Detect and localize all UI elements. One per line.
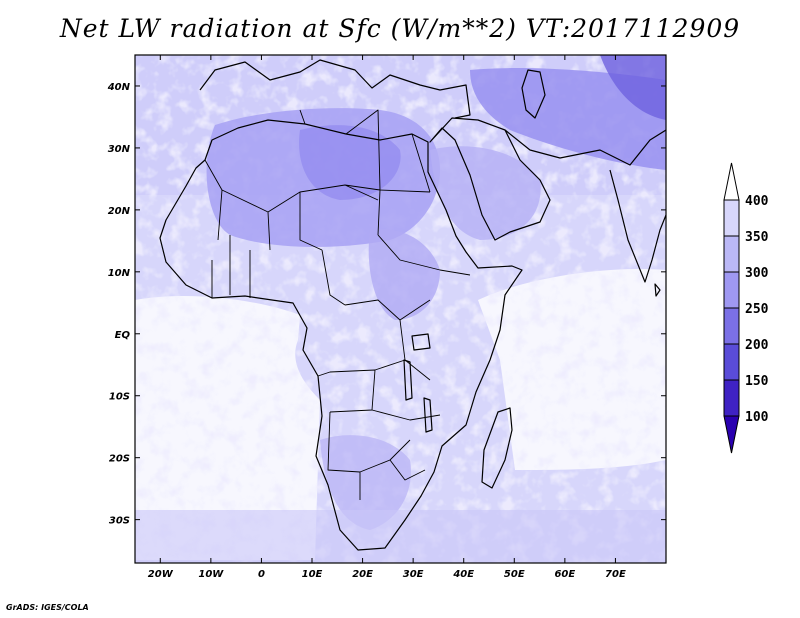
radiation-field	[135, 55, 666, 563]
field-central-asia	[600, 55, 666, 120]
field-arabia	[430, 146, 541, 240]
x-tick-label: 70E	[605, 569, 626, 580]
y-tick-label: 30N	[108, 144, 131, 155]
x-tick-label: 10E	[302, 569, 323, 580]
colorbar-label: 200	[745, 338, 769, 353]
arabia-coastline	[429, 117, 551, 241]
coastlines	[159, 59, 666, 551]
colorbar-lower-triangle	[723, 415, 740, 454]
iran-coastline	[504, 129, 666, 166]
madagascar	[481, 407, 513, 489]
x-tick-label: 60E	[554, 569, 575, 580]
x-tick-label: 30E	[403, 569, 424, 580]
x-axis: 20W 10W 0 10E 20E 30E 40E 50E 60E 70E	[148, 55, 626, 580]
x-tick-label: 10W	[198, 569, 224, 580]
grads-credit: GrADS: IGES/COLA	[6, 603, 89, 612]
colorbar-label: 350	[745, 230, 769, 245]
field-southern-ocean	[135, 510, 666, 563]
y-tick-label: 10S	[109, 392, 130, 403]
colorbar-label: 100	[745, 410, 769, 425]
colorbar-box	[723, 199, 740, 237]
colorbar-box	[723, 307, 740, 345]
y-tick-label: 20S	[109, 454, 130, 465]
field-sudan	[368, 229, 440, 320]
plot-frame	[134, 54, 667, 564]
lake-malawi	[423, 397, 433, 433]
colorbar-box	[723, 271, 740, 309]
colorbar-box	[723, 379, 740, 417]
y-axis: 40N 30N 20N 10N EQ 10S 20S 30S	[107, 82, 666, 527]
europe-coastline	[199, 59, 471, 119]
colorbar-box	[723, 235, 740, 273]
y-tick-label: EQ	[115, 330, 131, 341]
x-tick-label: 20W	[148, 569, 174, 580]
sri-lanka	[654, 283, 661, 297]
field-sahara-core	[299, 125, 401, 200]
map-title: Net LW radiation at Sfc (W/m**2) VT:2017…	[59, 14, 741, 43]
x-tick-label: 0	[258, 569, 265, 580]
lake-victoria	[411, 333, 431, 351]
field-southern-africa	[320, 435, 411, 530]
x-tick-label: 20E	[352, 569, 373, 580]
field-middle-east	[470, 68, 666, 170]
lake-tanganyika	[403, 359, 413, 401]
y-tick-label: 30S	[109, 516, 130, 527]
colorbar-upper-triangle	[723, 162, 740, 201]
y-tick-label: 40N	[107, 82, 131, 93]
y-tick-label: 20N	[108, 206, 131, 217]
colorbar-label: 250	[745, 302, 769, 317]
caspian-sea	[521, 69, 546, 119]
colorbar-box	[723, 343, 740, 381]
x-tick-label: 50E	[504, 569, 525, 580]
colorbar-label: 400	[745, 194, 769, 209]
x-tick-label: 40E	[452, 569, 474, 580]
y-tick-label: 10N	[108, 268, 131, 279]
colorbar-label: 150	[745, 374, 769, 389]
colorbar-label: 300	[745, 266, 769, 281]
africa-coastline	[159, 119, 523, 551]
colorbar: 400 350 300 250 200 150 100	[723, 162, 769, 454]
india-coastline	[609, 169, 666, 283]
